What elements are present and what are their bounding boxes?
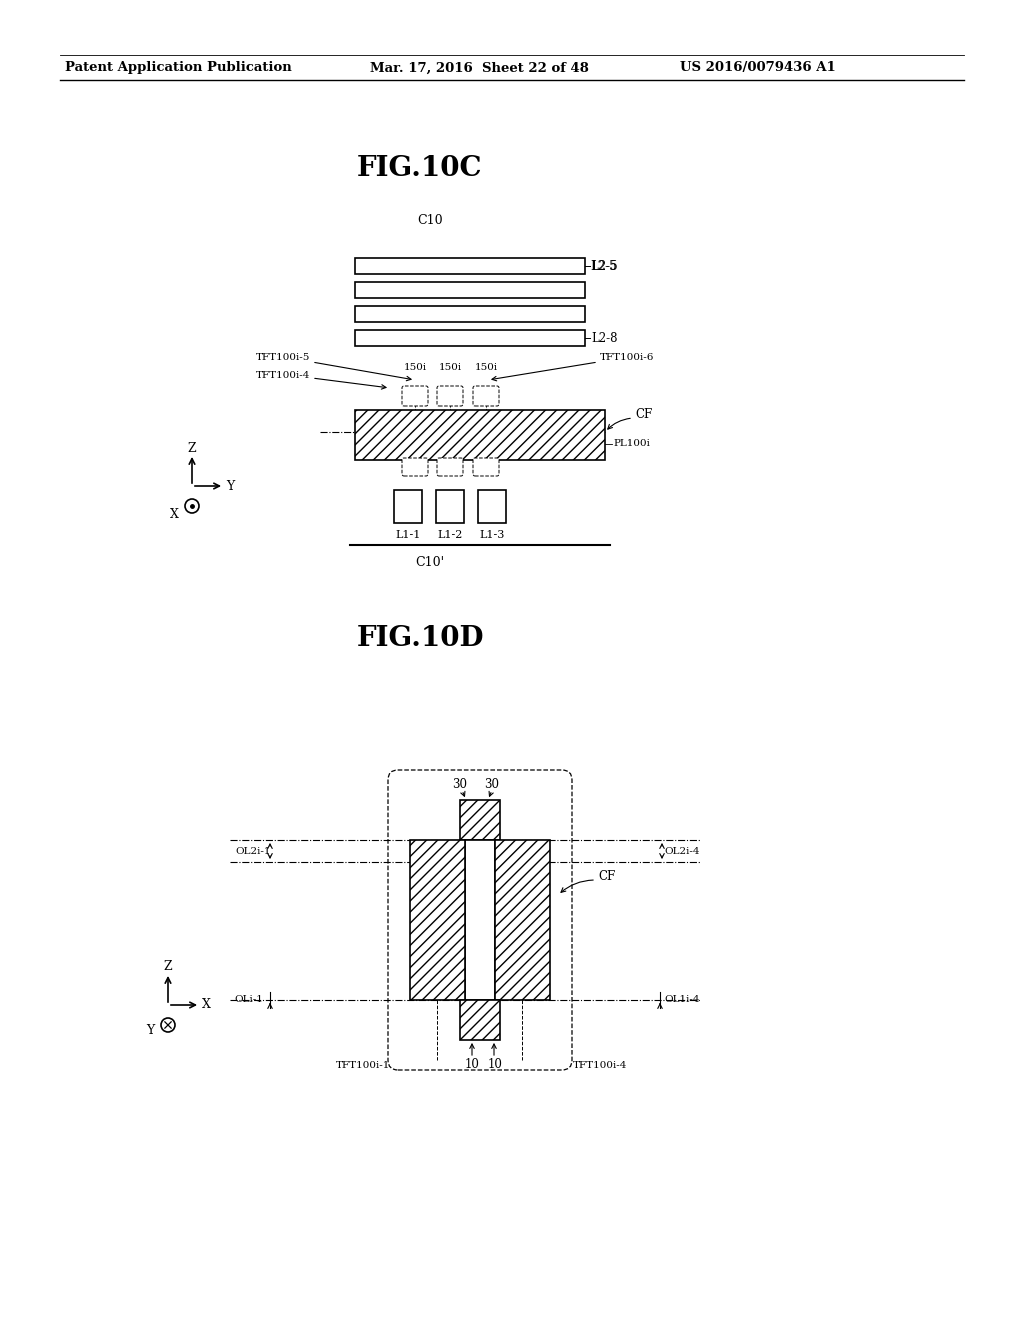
Text: 10: 10 [465, 1059, 479, 1072]
Text: US 2016/0079436 A1: US 2016/0079436 A1 [680, 62, 836, 74]
Bar [355, 257, 585, 275]
FancyBboxPatch shape [473, 458, 499, 477]
Text: C10': C10' [416, 557, 444, 569]
Circle shape [185, 499, 199, 513]
Text: CF: CF [635, 408, 652, 421]
Text: C10: C10 [417, 214, 442, 227]
Text: TFT100i-1: TFT100i-1 [336, 1060, 390, 1069]
Text: 20: 20 [429, 949, 444, 961]
Circle shape [161, 1018, 175, 1032]
FancyBboxPatch shape [437, 458, 463, 477]
FancyBboxPatch shape [402, 385, 428, 407]
Bar [436, 490, 464, 523]
Text: Y: Y [145, 1024, 155, 1038]
Bar [355, 411, 605, 459]
Bar [410, 840, 465, 1001]
Text: 30: 30 [453, 777, 468, 791]
Bar [478, 490, 506, 523]
Text: Patent Application Publication: Patent Application Publication [65, 62, 292, 74]
Bar [460, 800, 500, 840]
Text: TFT100i-4: TFT100i-4 [256, 371, 310, 380]
FancyBboxPatch shape [402, 458, 428, 477]
Text: Z: Z [187, 441, 197, 454]
Text: 150i: 150i [438, 363, 462, 372]
Text: OLi-1: OLi-1 [234, 995, 263, 1005]
FancyBboxPatch shape [473, 385, 499, 407]
Bar [355, 330, 585, 346]
Text: OL1i-4: OL1i-4 [665, 995, 700, 1005]
Text: L2-5: L2-5 [590, 260, 616, 272]
Text: 30: 30 [484, 777, 500, 791]
Text: PL100i: PL100i [613, 440, 650, 449]
Bar [460, 1001, 500, 1040]
Bar [465, 840, 495, 1001]
Text: Mar. 17, 2016  Sheet 22 of 48: Mar. 17, 2016 Sheet 22 of 48 [370, 62, 589, 74]
Text: TFT100i-4: TFT100i-4 [573, 1060, 628, 1069]
Text: 150i: 150i [509, 894, 536, 907]
Text: Z: Z [164, 961, 172, 974]
Text: Y: Y [226, 479, 234, 492]
Text: L1-2: L1-2 [437, 531, 463, 540]
Text: FIG.10D: FIG.10D [356, 624, 483, 652]
Bar [495, 840, 550, 1001]
Bar [355, 306, 585, 322]
Text: CF: CF [598, 870, 615, 883]
Text: 10: 10 [487, 1059, 503, 1072]
Text: 150i: 150i [424, 894, 451, 907]
Text: L1-1: L1-1 [395, 531, 421, 540]
Text: L2-5: L2-5 [591, 260, 617, 272]
Text: 20: 20 [515, 949, 529, 961]
Bar [394, 490, 422, 523]
Text: 150i: 150i [474, 363, 498, 372]
FancyBboxPatch shape [437, 385, 463, 407]
Text: L1-3: L1-3 [479, 531, 505, 540]
Text: L2-8: L2-8 [591, 331, 617, 345]
Text: TFT100i-6: TFT100i-6 [600, 354, 654, 363]
Text: 150i: 150i [403, 363, 427, 372]
Bar [355, 282, 585, 298]
Text: OL2i-4: OL2i-4 [665, 846, 700, 855]
Text: OL2i-1: OL2i-1 [234, 846, 270, 855]
Text: X: X [202, 998, 211, 1011]
Text: FIG.10C: FIG.10C [357, 154, 482, 181]
Text: TFT100i-5: TFT100i-5 [256, 354, 310, 363]
Text: X: X [170, 507, 178, 520]
